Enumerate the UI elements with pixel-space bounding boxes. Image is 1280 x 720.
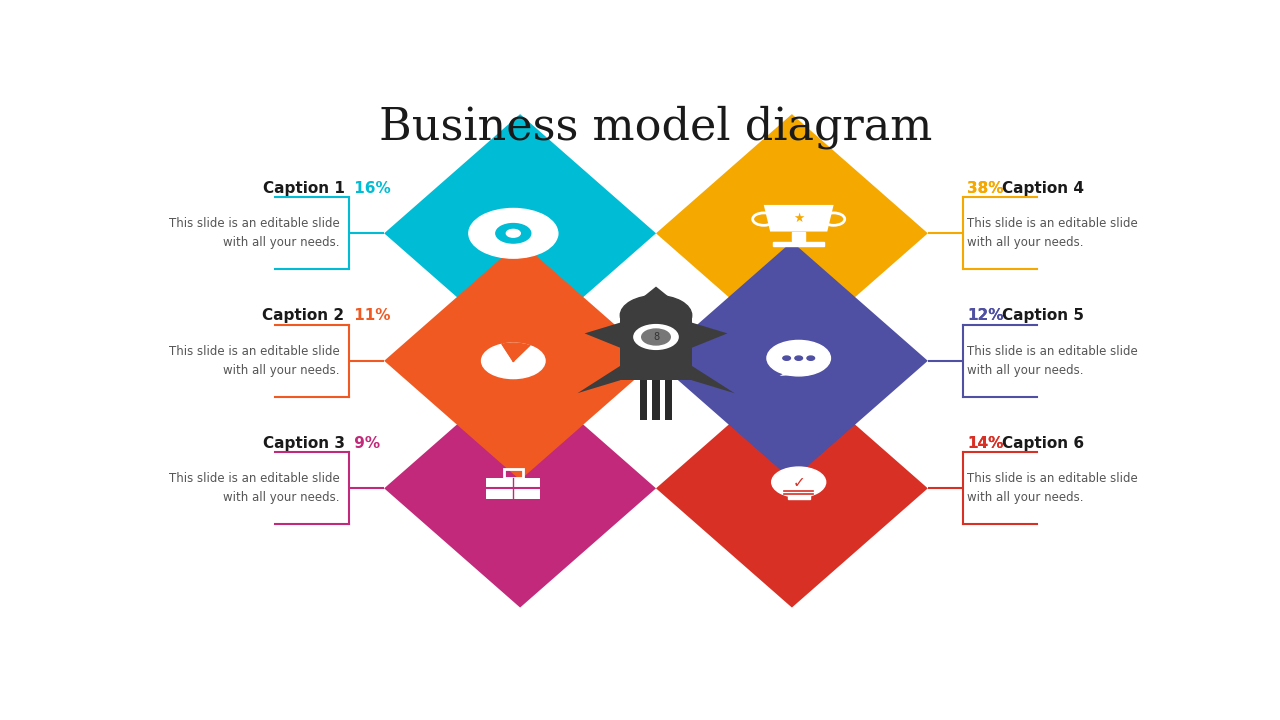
Text: Business model diagram: Business model diagram: [379, 106, 933, 150]
Polygon shape: [577, 366, 621, 393]
Bar: [507, 243, 520, 247]
Bar: [480, 223, 494, 228]
Bar: [785, 487, 813, 494]
Text: Caption 2: Caption 2: [262, 308, 344, 323]
Circle shape: [481, 343, 545, 379]
Text: 38%: 38%: [968, 181, 1004, 196]
Circle shape: [806, 356, 814, 360]
Polygon shape: [384, 369, 657, 608]
Text: 9%: 9%: [349, 436, 380, 451]
Bar: [652, 380, 660, 420]
Circle shape: [795, 356, 803, 360]
Text: This slide is an editable slide
with all your needs.: This slide is an editable slide with all…: [169, 217, 339, 249]
Text: This slide is an editable slide
with all your needs.: This slide is an editable slide with all…: [968, 217, 1138, 249]
Polygon shape: [384, 114, 657, 353]
Text: This slide is an editable slide
with all your needs.: This slide is an editable slide with all…: [169, 472, 339, 504]
Text: 14%: 14%: [968, 436, 1004, 451]
Polygon shape: [691, 323, 727, 348]
Text: 16%: 16%: [349, 181, 392, 196]
Circle shape: [468, 209, 558, 258]
Text: 38%: 38%: [968, 181, 1004, 196]
Polygon shape: [691, 366, 735, 393]
Polygon shape: [585, 323, 621, 348]
Bar: [507, 220, 520, 224]
Bar: [792, 232, 805, 242]
Text: This slide is an editable slide
with all your needs.: This slide is an editable slide with all…: [968, 472, 1138, 504]
Text: This slide is an editable slide
with all your needs.: This slide is an editable slide with all…: [169, 345, 339, 377]
Bar: [664, 380, 672, 420]
Text: ✓: ✓: [792, 474, 805, 490]
Bar: [787, 493, 810, 499]
Polygon shape: [384, 242, 657, 480]
Circle shape: [767, 341, 831, 376]
Bar: [480, 239, 494, 243]
Polygon shape: [780, 363, 801, 376]
Circle shape: [495, 223, 531, 243]
Bar: [470, 231, 484, 235]
Text: Caption 5: Caption 5: [1002, 308, 1084, 323]
Text: 11%: 11%: [349, 308, 390, 323]
Polygon shape: [621, 287, 691, 315]
Polygon shape: [657, 242, 928, 480]
Circle shape: [641, 329, 671, 345]
Text: ★: ★: [794, 212, 804, 225]
Text: Caption 3: Caption 3: [262, 436, 344, 451]
Circle shape: [634, 325, 678, 349]
Polygon shape: [657, 369, 928, 608]
Bar: [773, 242, 824, 246]
Circle shape: [772, 467, 826, 498]
Polygon shape: [657, 114, 928, 353]
Text: 14%: 14%: [968, 436, 1004, 451]
Bar: [532, 239, 547, 243]
Text: 8: 8: [653, 332, 659, 342]
Text: 12%: 12%: [968, 308, 1004, 323]
Text: This slide is an editable slide
with all your needs.: This slide is an editable slide with all…: [968, 345, 1138, 377]
Bar: [504, 469, 522, 477]
Bar: [532, 223, 547, 228]
Circle shape: [507, 230, 520, 237]
Bar: [543, 231, 557, 235]
Wedge shape: [503, 343, 529, 361]
Text: Caption 4: Caption 4: [1002, 181, 1084, 196]
Text: 12%: 12%: [968, 308, 1004, 323]
Text: Caption 1: Caption 1: [262, 181, 344, 196]
Bar: [486, 477, 540, 499]
Circle shape: [621, 295, 691, 336]
Text: Caption 6: Caption 6: [1002, 436, 1084, 451]
Bar: [640, 380, 648, 420]
Circle shape: [783, 356, 791, 360]
Polygon shape: [764, 205, 833, 232]
Bar: [621, 315, 691, 380]
